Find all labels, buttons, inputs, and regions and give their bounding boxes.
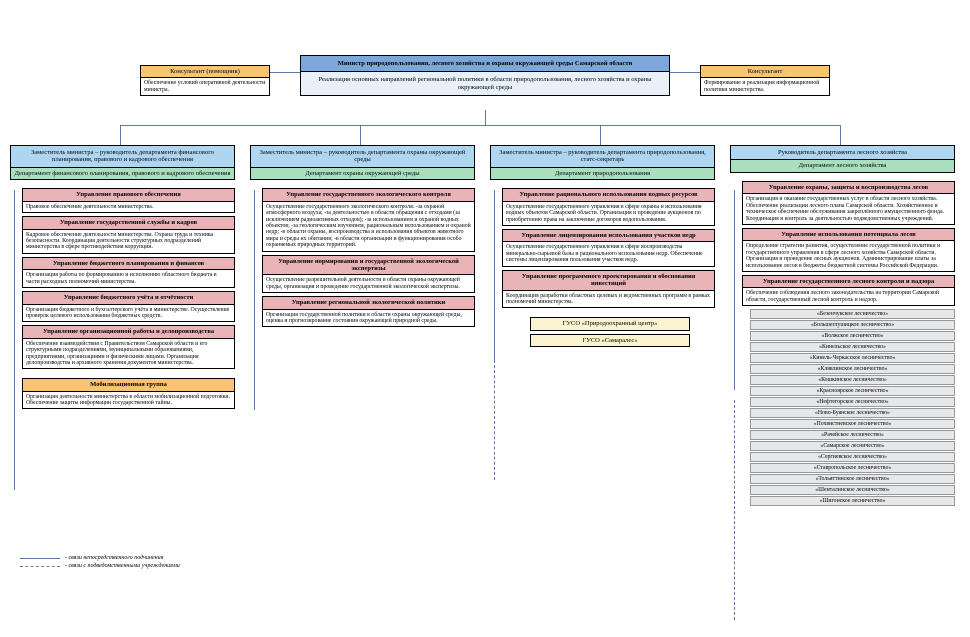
guso-box: ГУСО «Природоохранный центр» [530, 317, 690, 330]
forestry-item: «Шигонское лесничество» [750, 496, 955, 506]
unit-desc: Организация работы по формированию и исп… [22, 270, 235, 288]
unit: Управление государственной службы и кадр… [22, 216, 235, 254]
unit-spine [494, 190, 495, 360]
unit-spine [14, 190, 15, 490]
unit-desc: Обеспечение взаимодействия с Правительст… [22, 339, 235, 370]
unit-title: Управление бюджетного учёта и отчётности [22, 291, 235, 304]
forestry-item: «Безенчукское лесничество» [750, 309, 955, 319]
consultant-desc: Формирование и реализация информационной… [700, 78, 830, 96]
column-1: Заместитель министра – руководитель депа… [250, 145, 475, 330]
unit: Управление рационального использования в… [502, 188, 715, 226]
department-title: Департамент охраны окружающей среды [250, 168, 475, 180]
consultant-assistant-desc: Обеспечение условий оперативной деятельн… [140, 78, 270, 96]
department-title: Департамент финансового планирования, пр… [10, 168, 235, 180]
unit-desc: Правовое обеспечение деятельности минист… [22, 202, 235, 213]
unit-desc: Осуществление государственного управлени… [502, 202, 715, 226]
unit: Управление региональной экологической по… [262, 296, 475, 327]
column-0: Заместитель министра – руководитель депа… [10, 145, 235, 412]
unit: Управление бюджетного учёта и отчётности… [22, 291, 235, 322]
unit-title: Управление правового обеспечения [22, 188, 235, 201]
forestry-item: «Большеглушицкое лесничество» [750, 320, 955, 330]
unit-title: Управление государственного экологическо… [262, 188, 475, 201]
unit-title: Управление государственного лесного конт… [742, 275, 955, 288]
conn-v [485, 110, 486, 125]
conn-v [120, 125, 121, 145]
unit: Управление государственного экологическо… [262, 188, 475, 251]
unit-desc: Осуществление разрешительной деятельност… [262, 275, 475, 293]
unit-desc: Обеспечение соблюдения лесного законодат… [742, 288, 955, 306]
unit: Управление охраны, защиты и воспроизводс… [742, 181, 955, 225]
department-title: Департамент природопользования [490, 168, 715, 180]
unit-title: Управление программного проектирования и… [502, 270, 715, 291]
conn-h [670, 72, 700, 73]
forestry-item: «Рачейское лесничество» [750, 430, 955, 440]
mobilization-desc: Организация деятельности министерства в … [22, 392, 235, 410]
unit: Управление организационной работы и дело… [22, 325, 235, 369]
forestry-item: «Кошкинское лесничество» [750, 375, 955, 385]
unit-desc: Организация и оказание государственных у… [742, 194, 955, 225]
forestry-item: «Шенталинское лесничество» [750, 485, 955, 495]
mobilization-title: Мобилизационная группа [22, 378, 235, 391]
legend-dashed: - связи с подведомственными учреждениями [65, 563, 180, 569]
dash-spine [734, 400, 735, 620]
forestry-item: «Кинель-Черкасское лесничество» [750, 353, 955, 363]
conn-v [360, 125, 361, 145]
minister-mission: Реализация основных направлений регионал… [300, 72, 670, 96]
unit-title: Управление нормирования и государственно… [262, 255, 475, 276]
unit-desc: Определение стратегии развития, осуществ… [742, 241, 955, 272]
column-3: Руководитель департамента лесного хозяйс… [730, 145, 955, 507]
unit: Управление бюджетного планирования и фин… [22, 257, 235, 288]
deputy-title: Руководитель департамента лесного хозяйс… [730, 145, 955, 160]
unit: Управление правового обеспеченияПравовое… [22, 188, 235, 213]
legend-solid: - связи непосредственного подчинения [65, 555, 163, 561]
unit-title: Управление лицензирования использования … [502, 229, 715, 242]
unit-title: Управление организационной работы и дело… [22, 325, 235, 338]
column-2: Заместитель министра – руководитель депа… [490, 145, 715, 350]
unit-desc: Организация государственной политики в о… [262, 310, 475, 328]
consultant-box: Консультант [700, 65, 830, 78]
unit: Управление нормирования и государственно… [262, 255, 475, 294]
unit-desc: Организация бюджетного и бухгалтерского … [22, 305, 235, 323]
unit-desc: Осуществление государственного управлени… [502, 242, 715, 266]
forestry-item: «Кинельское лесничество» [750, 342, 955, 352]
unit-title: Управление охраны, защиты и воспроизводс… [742, 181, 955, 194]
conn-v [600, 125, 601, 145]
dash-spine [494, 360, 495, 480]
unit-title: Управление региональной экологической по… [262, 296, 475, 309]
forestry-item: «Ставропольское лесничество» [750, 463, 955, 473]
unit-desc: Осуществление государственного экологиче… [262, 202, 475, 252]
consultant-assistant-box: Консультант (помощник) [140, 65, 270, 78]
forestry-item: «Клявлинское лесничество» [750, 364, 955, 374]
conn-h [120, 125, 840, 126]
conn-h [270, 72, 300, 73]
unit: Управление программного проектирования и… [502, 270, 715, 309]
forestry-item: «Самарское лесничество» [750, 441, 955, 451]
unit-title: Управление бюджетного планирования и фин… [22, 257, 235, 270]
deputy-title: Заместитель министра – руководитель депа… [490, 145, 715, 168]
unit: Управление лицензирования использования … [502, 229, 715, 267]
department-title: Департамент лесного хозяйства [730, 160, 955, 172]
conn-v [840, 125, 841, 145]
legend: - связи непосредственного подчинения - с… [20, 555, 180, 571]
forestry-item: «Сергиевское лесничество» [750, 452, 955, 462]
unit-title: Управление государственной службы и кадр… [22, 216, 235, 229]
unit-title: Управление рационального использования в… [502, 188, 715, 201]
unit-desc: Кадровое обеспечение деятельности минист… [22, 230, 235, 254]
unit-desc: Координация разработки областных целевых… [502, 291, 715, 309]
forestry-item: «Нефтегорское лесничество» [750, 397, 955, 407]
deputy-title: Заместитель министра – руководитель депа… [250, 145, 475, 168]
forestry-item: «Похвистневское лесничество» [750, 419, 955, 429]
unit: Управление использования потенциала лесо… [742, 228, 955, 272]
forestry-item: «Ново-Буянское лесничество» [750, 408, 955, 418]
unit-spine [254, 190, 255, 410]
forestry-item: «Тольяттинское лесничество» [750, 474, 955, 484]
guso-box: ГУСО «Самаралес» [530, 334, 690, 347]
forestry-item: «Красноярское лесничество» [750, 386, 955, 396]
forestry-item: «Волжское лесничество» [750, 331, 955, 341]
unit-title: Управление использования потенциала лесо… [742, 228, 955, 241]
minister-title: Министр природопользования, лесного хозя… [300, 55, 670, 72]
unit-spine [734, 190, 735, 390]
deputy-title: Заместитель министра – руководитель депа… [10, 145, 235, 168]
unit: Управление государственного лесного конт… [742, 275, 955, 306]
